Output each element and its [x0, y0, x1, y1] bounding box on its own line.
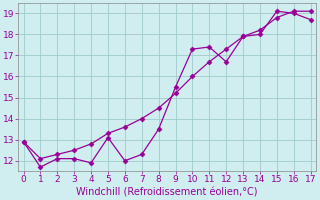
X-axis label: Windchill (Refroidissement éolien,°C): Windchill (Refroidissement éolien,°C) — [76, 187, 258, 197]
